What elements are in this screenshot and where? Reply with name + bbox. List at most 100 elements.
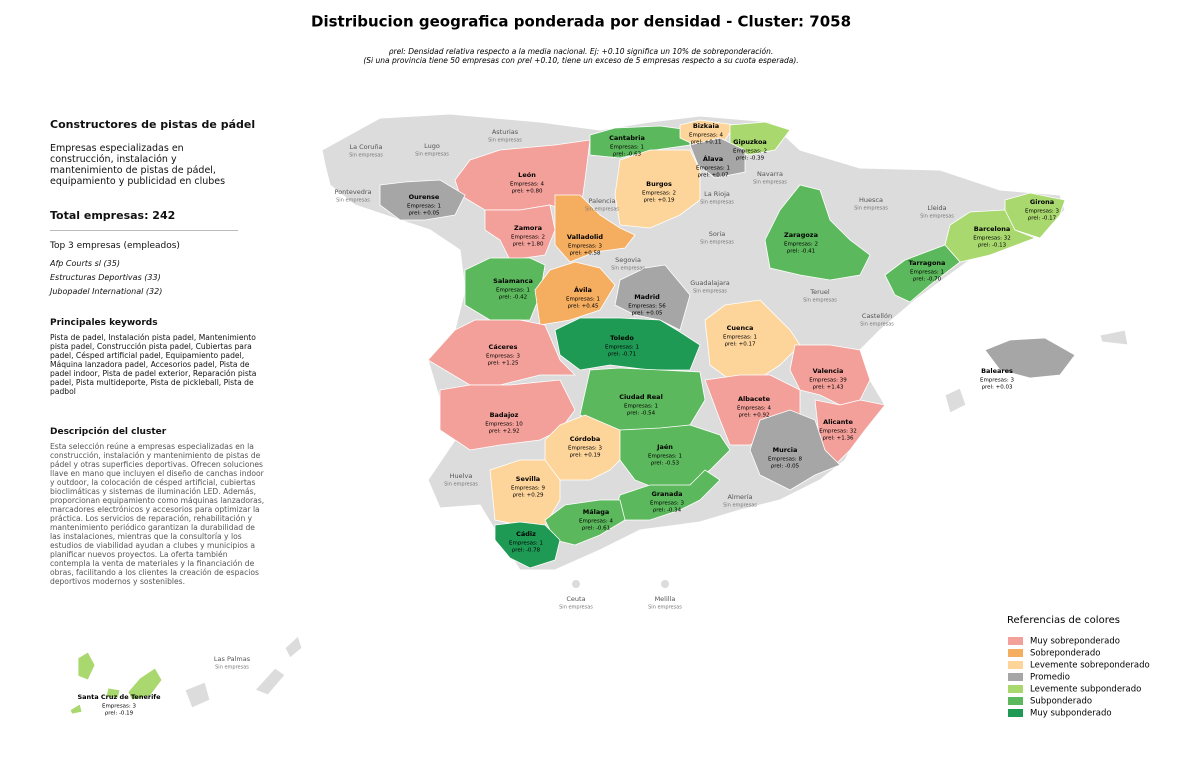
legend-swatch — [1008, 697, 1023, 705]
province-rho: ρrel: -0.05 — [771, 464, 800, 470]
island — [944, 387, 967, 414]
province-companies: Empresas: 39 — [809, 378, 847, 384]
legend-label: Muy subponderado — [1030, 709, 1112, 719]
province-shape — [614, 264, 691, 331]
province-rho: ρrel: -0.63 — [613, 152, 642, 158]
province-name: Málaga — [583, 508, 610, 516]
empty-province-note: Sin empresas — [700, 240, 734, 246]
province-rho: ρrel: +0.11 — [691, 140, 722, 146]
province-companies: Empresas: 1 — [566, 297, 600, 303]
empty-province-note: Sin empresas — [920, 214, 954, 220]
province-rho: ρrel: +0.45 — [568, 304, 600, 310]
province-rho: ρrel: -0.13 — [978, 243, 1007, 249]
province-name: Albacete — [738, 395, 771, 403]
province-companies: Empresas: 32 — [973, 236, 1011, 242]
province-rho: ρrel: +0.05 — [632, 311, 664, 317]
top-company: Afp Courts sl (35) — [50, 259, 120, 268]
legend-label: Promedio — [1030, 673, 1070, 683]
cluster-text: Esta selección reúne a empresas especial… — [50, 442, 265, 586]
province-name: Ávila — [574, 285, 592, 294]
province-shape — [494, 521, 561, 569]
province-shape — [489, 459, 561, 526]
empty-province-note: Sin empresas — [585, 207, 619, 213]
province-name: Zaragoza — [784, 231, 818, 239]
province-rho: ρrel: +0.19 — [644, 198, 676, 204]
empty-province-note: Sin empresas — [693, 289, 727, 295]
empty-province-name: Asturias — [492, 128, 519, 136]
province-rho: ρrel: +0.19 — [570, 453, 602, 459]
province-companies: Empresas: 3 — [980, 378, 1015, 384]
province-name: Santa Cruz de Tenerife — [77, 693, 161, 701]
empty-province-name: Pontevedra — [335, 188, 372, 196]
divider — [50, 230, 238, 231]
province-shape — [749, 409, 841, 491]
province-companies: Empresas: 1 — [696, 166, 730, 172]
provinces — [69, 119, 1076, 715]
province-name: Burgos — [646, 180, 672, 188]
empty-province-name: Guadalajara — [690, 279, 729, 287]
province-companies: Empresas: 56 — [628, 304, 666, 310]
province-name: Salamanca — [493, 277, 533, 285]
empty-province-note: Sin empresas — [723, 503, 757, 509]
empty-province-note: Sin empresas — [700, 200, 734, 206]
total: Total empresas: 242 — [50, 209, 176, 222]
legend-label: Muy sobreponderado — [1030, 637, 1120, 647]
province-companies: Empresas: 4 — [737, 406, 772, 412]
province-name: Valladolid — [567, 233, 603, 241]
province-rho: ρrel: +0.17 — [725, 342, 757, 348]
province-companies: Empresas: 3 — [568, 446, 603, 452]
province-rho: ρrel: -0.54 — [627, 411, 656, 417]
empty-province-note: Sin empresas — [803, 298, 837, 304]
island — [1099, 329, 1129, 346]
province-rho: ρrel: -0.61 — [582, 526, 610, 532]
province-companies: Empresas: 1 — [723, 335, 757, 341]
province-rho: ρrel: +2.92 — [489, 429, 520, 435]
province-rho: ρrel: -0.39 — [736, 156, 765, 162]
empty-province-name: Palencia — [589, 197, 616, 205]
empty-province-name: Melilla — [655, 595, 676, 603]
province-rho: ρrel: -0.53 — [651, 461, 680, 467]
empty-province-name: Teruel — [809, 288, 830, 296]
top-heading: Top 3 empresas (empleados) — [50, 241, 180, 251]
province-companies: Empresas: 2 — [784, 242, 818, 248]
province-name: Toledo — [610, 334, 634, 342]
empty-province-note: Sin empresas — [444, 482, 478, 488]
province-shape — [884, 244, 961, 303]
province-shape — [984, 337, 1076, 379]
province-companies: Empresas: 2 — [733, 149, 767, 155]
province-name: Gipuzkoa — [733, 138, 767, 146]
province-name: Madrid — [634, 293, 660, 301]
province-name: Ciudad Real — [619, 393, 663, 401]
empty-province-name: Ceuta — [566, 595, 585, 603]
top-company: Estructuras Deportivas (33) — [50, 273, 161, 282]
subtitle: (Si una provincia tiene 50 empresas con … — [363, 56, 798, 65]
sidebar: Constructores de pistas de pádel Empresa… — [50, 118, 265, 586]
province-companies: Empresas: 1 — [610, 145, 644, 151]
subtitle: ρrel: Densidad relativa respecto a la me… — [389, 47, 773, 56]
province-shape — [105, 687, 121, 699]
empty-province-name: La Rioja — [704, 190, 730, 198]
legend-label: Subponderado — [1030, 697, 1092, 707]
province-rho: ρrel: +0.03 — [982, 385, 1014, 391]
legend-swatch — [1008, 661, 1023, 669]
province-companies: Empresas: 1 — [509, 541, 543, 547]
province-shape — [534, 261, 616, 326]
province-name: Ourense — [409, 193, 440, 201]
province-shape — [427, 319, 576, 386]
province-rho: ρrel: +0.29 — [513, 493, 545, 499]
empty-province-name: Soria — [709, 230, 726, 238]
province-companies: Empresas: 1 — [648, 454, 682, 460]
province-rho: ρrel: +0.92 — [739, 413, 770, 419]
province-shape — [554, 194, 636, 263]
empty-province-name: Almería — [727, 493, 752, 501]
province-rho: ρrel: -0.17 — [1028, 216, 1057, 222]
empty-province-name: Lleida — [927, 204, 946, 212]
province-shape — [689, 137, 746, 179]
province-name: Granada — [652, 490, 683, 498]
province-name: Girona — [1030, 198, 1054, 206]
province-shape — [127, 667, 163, 701]
province-companies: Empresas: 8 — [768, 457, 803, 463]
province-rho: ρrel: +0.80 — [512, 189, 544, 195]
province-rho: ρrel: -0.70 — [913, 277, 942, 283]
